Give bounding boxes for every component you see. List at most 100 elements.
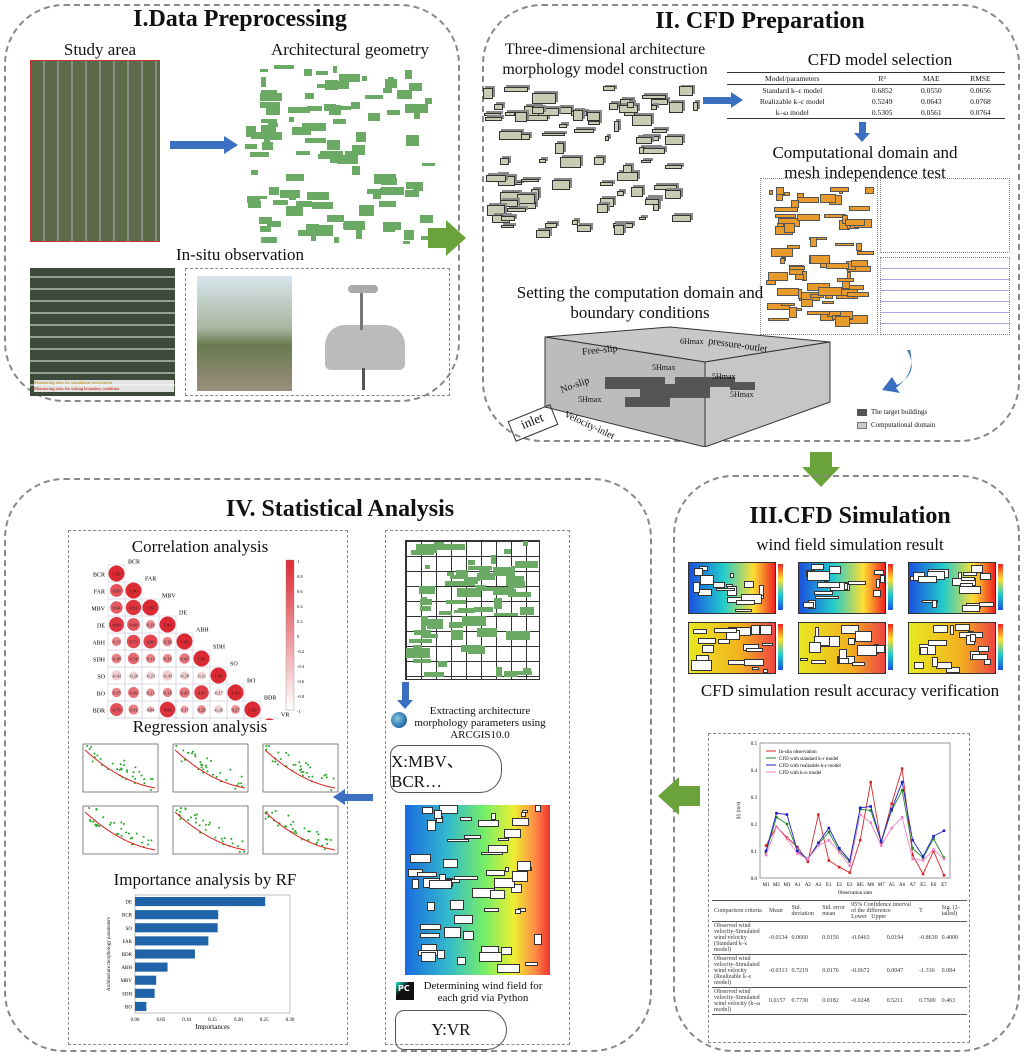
building-footprint [256,196,267,200]
scatter-point [202,768,205,771]
building-footprint [531,106,545,115]
building-footprint [503,549,512,554]
correlation-value: 1.00 [147,606,156,611]
building-footprint [735,608,753,613]
building-footprint [494,103,503,111]
building-footprint [653,184,677,190]
correlation-value: 0.33 [113,640,122,645]
weather-station-device-image [300,280,440,390]
building-footprint [850,259,869,268]
scatter-point [292,763,295,766]
green-arrow-right-head-icon [446,220,466,256]
colorbar-tick: -0.4 [297,664,305,669]
data-point [921,855,925,858]
scatter-point [140,774,143,777]
building-footprint [436,543,455,550]
building-footprint [928,639,947,647]
building-footprint [810,294,824,299]
building-footprint [913,662,925,670]
building-footprint [820,194,837,203]
building-footprint [317,154,332,160]
correlation-value: 1.00 [130,589,139,594]
building-footprint [983,659,992,666]
building-footprint [752,667,760,671]
legend-label: CFD with k-ω model [779,771,822,776]
data-point [837,847,841,850]
building-footprint [261,236,277,244]
table-row: Observed wind velocity-Simulated wind ve… [712,988,967,1015]
scatter-point [300,768,303,771]
building-footprint [406,647,430,658]
x-axis-label: Observation sites [838,891,873,896]
regression-plot [262,805,339,855]
accuracy-box [708,733,970,1043]
model-construction-label: Three-dimensional architecture morpholog… [502,41,708,78]
correlation-circle [109,617,124,632]
building-footprint [265,107,280,115]
data-point [921,859,925,862]
plot-frame [172,805,249,855]
scatter-point [200,766,203,769]
building-footprint [856,250,874,256]
building-footprint [378,201,396,208]
blue-arrow-down-head-icon [854,133,870,142]
colorbar-tick: 0.6 [297,589,303,594]
data-point [858,813,862,816]
scatter-point [209,821,212,824]
importance-bar-chart: DE BCR SO FAR BDR ABH MBV SDH BO 0.00 0.05 0.10 0.15… [107,894,295,1030]
building-footprint [774,207,798,213]
building-footprint [425,564,431,570]
building-footprint [333,237,339,244]
scatter-point [317,833,320,836]
row-label: MBV [91,607,105,613]
building-footprint [800,658,808,662]
building-footprint [665,165,682,170]
correlation-circle [142,599,159,616]
building-footprint [408,83,422,91]
curved-blue-arrow-icon [882,350,912,393]
scatter-point [208,823,211,826]
building-footprint [250,169,259,176]
building-footprint [665,136,683,145]
legend-label: CFD with realizable k-ε model [779,764,841,769]
scatter-point [142,835,145,838]
python-pycharm-icon: PC [396,982,414,1000]
scatter-point [240,782,243,785]
building-footprint [305,138,326,143]
panel-statistical-analysis [4,478,652,1052]
scatter-point [229,768,232,771]
building-footprint [420,597,428,602]
correlation-value: -0.43 [163,674,173,679]
building-footprint [445,599,466,604]
building-footprint [404,230,414,240]
building-footprint [642,95,666,100]
computation-domain-diagram [544,326,831,447]
building-footprint [260,89,277,96]
colorbar-tick: 0 [297,634,300,639]
scatter-point [218,826,221,829]
importance-bar-BO [135,1001,147,1011]
wind-field-map [798,562,886,614]
correlation-value: 1.00 [113,572,122,577]
building-footprint [980,573,992,581]
building-footprint [439,611,452,616]
scatter-point [120,827,123,830]
correlation-value: 0.94 [164,708,173,713]
series-line [765,780,945,862]
scatter-point [95,825,98,828]
category-label: BDR [122,953,133,958]
table-row: Standard k–ε model 0.6852 0.0550 0.0656 [762,86,991,95]
scatter-point [119,763,122,766]
scatter-point [205,766,208,769]
table-header: Comparison criteria [714,908,762,914]
scatter-point [326,842,329,845]
building-footprint [759,624,773,636]
building-footprint [419,586,436,595]
correlation-value: 0.54 [130,657,139,662]
building-footprint [450,575,466,580]
blue-arrow-head-icon [731,92,743,108]
building-footprint [316,70,329,76]
building-footprint [483,112,501,116]
correlation-circle [129,671,138,680]
correlation-circle [125,599,142,616]
